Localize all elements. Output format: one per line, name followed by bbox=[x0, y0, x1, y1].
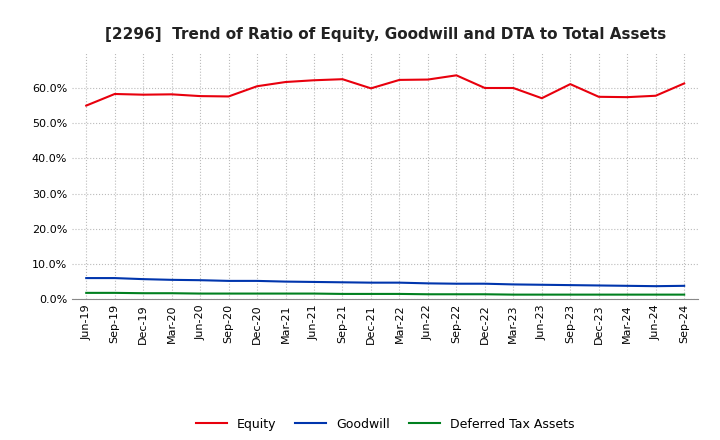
Equity bbox=[509, 85, 518, 91]
Deferred Tax Assets bbox=[509, 292, 518, 297]
Goodwill bbox=[139, 276, 148, 282]
Equity bbox=[310, 77, 318, 83]
Deferred Tax Assets bbox=[652, 292, 660, 297]
Equity bbox=[338, 77, 347, 82]
Line: Goodwill: Goodwill bbox=[86, 278, 684, 286]
Deferred Tax Assets bbox=[338, 291, 347, 297]
Deferred Tax Assets bbox=[395, 291, 404, 297]
Deferred Tax Assets bbox=[452, 292, 461, 297]
Goodwill bbox=[282, 279, 290, 284]
Goodwill bbox=[652, 283, 660, 289]
Deferred Tax Assets bbox=[110, 290, 119, 296]
Goodwill bbox=[253, 278, 261, 283]
Deferred Tax Assets bbox=[623, 292, 631, 297]
Goodwill bbox=[537, 282, 546, 287]
Deferred Tax Assets bbox=[167, 290, 176, 296]
Equity bbox=[110, 92, 119, 97]
Goodwill bbox=[110, 275, 119, 281]
Deferred Tax Assets bbox=[595, 292, 603, 297]
Equity bbox=[366, 86, 375, 91]
Goodwill bbox=[566, 282, 575, 288]
Equity bbox=[167, 92, 176, 97]
Equity bbox=[680, 81, 688, 86]
Line: Equity: Equity bbox=[86, 75, 684, 106]
Goodwill bbox=[623, 283, 631, 289]
Goodwill bbox=[225, 278, 233, 283]
Deferred Tax Assets bbox=[139, 290, 148, 296]
Goodwill bbox=[480, 281, 489, 286]
Equity bbox=[566, 81, 575, 87]
Deferred Tax Assets bbox=[423, 292, 432, 297]
Deferred Tax Assets bbox=[196, 291, 204, 296]
Deferred Tax Assets bbox=[82, 290, 91, 296]
Goodwill bbox=[310, 279, 318, 285]
Equity bbox=[537, 95, 546, 101]
Equity bbox=[82, 103, 91, 108]
Equity bbox=[623, 95, 631, 100]
Goodwill bbox=[167, 277, 176, 282]
Equity bbox=[452, 73, 461, 78]
Equity bbox=[395, 77, 404, 83]
Equity bbox=[480, 85, 489, 91]
Goodwill bbox=[82, 275, 91, 281]
Goodwill bbox=[595, 283, 603, 288]
Equity bbox=[423, 77, 432, 82]
Deferred Tax Assets bbox=[480, 292, 489, 297]
Equity bbox=[196, 93, 204, 99]
Goodwill bbox=[423, 281, 432, 286]
Goodwill bbox=[196, 278, 204, 283]
Deferred Tax Assets bbox=[253, 291, 261, 296]
Goodwill bbox=[395, 280, 404, 285]
Equity bbox=[225, 94, 233, 99]
Goodwill bbox=[509, 282, 518, 287]
Deferred Tax Assets bbox=[282, 291, 290, 296]
Deferred Tax Assets bbox=[225, 291, 233, 296]
Deferred Tax Assets bbox=[537, 292, 546, 297]
Line: Deferred Tax Assets: Deferred Tax Assets bbox=[86, 293, 684, 295]
Equity bbox=[595, 94, 603, 99]
Deferred Tax Assets bbox=[366, 291, 375, 297]
Deferred Tax Assets bbox=[566, 292, 575, 297]
Legend: Equity, Goodwill, Deferred Tax Assets: Equity, Goodwill, Deferred Tax Assets bbox=[191, 413, 580, 436]
Equity bbox=[139, 92, 148, 97]
Deferred Tax Assets bbox=[680, 292, 688, 297]
Goodwill bbox=[452, 281, 461, 286]
Deferred Tax Assets bbox=[310, 291, 318, 296]
Equity bbox=[282, 79, 290, 84]
Equity bbox=[253, 84, 261, 89]
Goodwill bbox=[338, 280, 347, 285]
Equity bbox=[652, 93, 660, 99]
Goodwill bbox=[680, 283, 688, 289]
Title: [2296]  Trend of Ratio of Equity, Goodwill and DTA to Total Assets: [2296] Trend of Ratio of Equity, Goodwil… bbox=[104, 27, 666, 42]
Goodwill bbox=[366, 280, 375, 285]
